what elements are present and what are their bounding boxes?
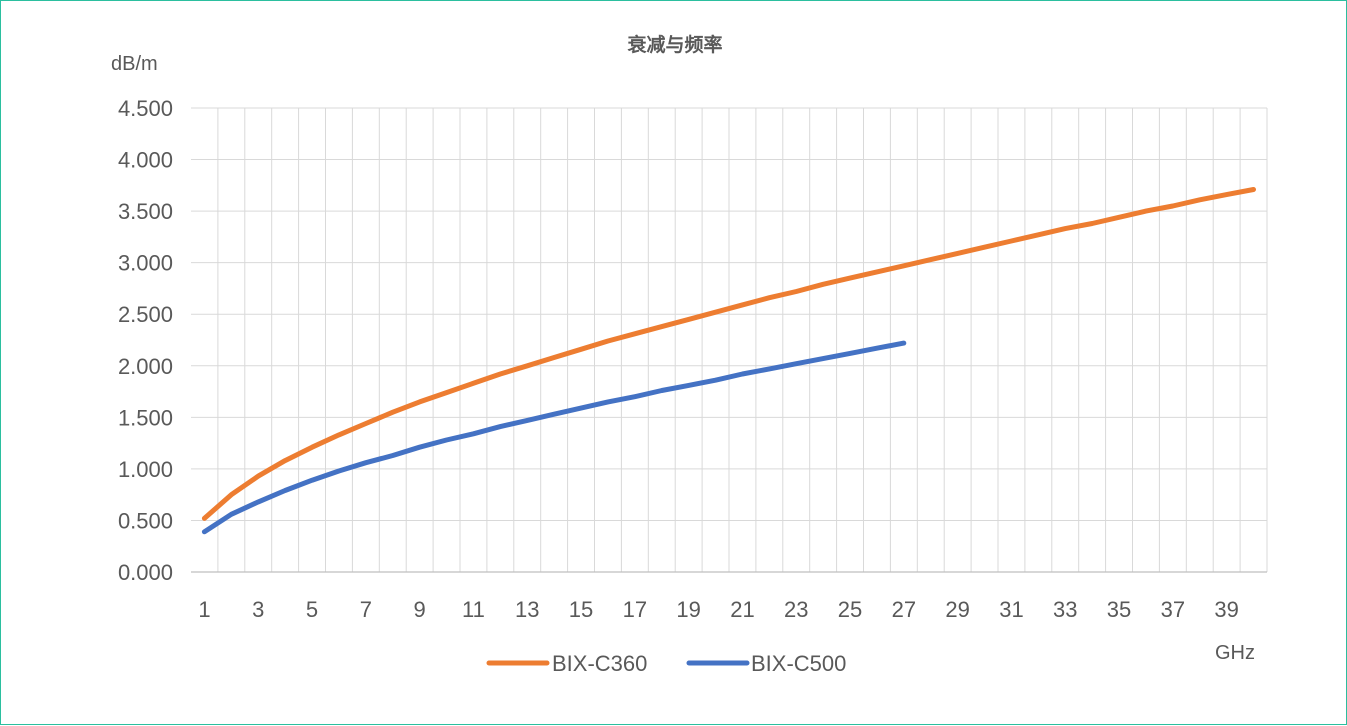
axis-layer: 0.000 0.500 1.000 1.500 2.000 2.500 3.000 3.500…: [118, 96, 1267, 622]
x-tick-label: 11: [462, 597, 485, 622]
y-tick-label: 0.500: [118, 508, 173, 533]
y-axis-unit-label: dB/m: [111, 53, 158, 75]
x-tick-label: 23: [784, 597, 808, 622]
y-tick-label: 3.500: [118, 199, 173, 224]
x-tick-label: 35: [1107, 597, 1131, 622]
x-tick-label: 9: [414, 597, 426, 622]
x-tick-label: 31: [999, 597, 1023, 622]
grid-layer: [191, 108, 1267, 572]
x-tick-label: 13: [515, 597, 539, 622]
x-tick-label: 1: [198, 597, 210, 622]
x-tick-label: 17: [623, 597, 647, 622]
x-axis-unit-label: GHz: [1215, 642, 1255, 664]
x-tick-label: 15: [569, 597, 593, 622]
x-tick-label: 25: [838, 597, 862, 622]
x-tick-label: 27: [892, 597, 916, 622]
series-line-bix-c500: [204, 343, 903, 532]
x-tick-label: 33: [1053, 597, 1077, 622]
x-tick-label: 21: [730, 597, 754, 622]
legend: BIX-C360 BIX-C500: [489, 651, 846, 676]
x-tick-label: 37: [1161, 597, 1185, 622]
y-tick-label: 0.000: [118, 560, 173, 585]
legend-label: BIX-C360: [552, 651, 647, 676]
y-tick-label: 1.000: [118, 457, 173, 482]
legend-label: BIX-C500: [751, 651, 846, 676]
y-tick-label: 2.000: [118, 354, 173, 379]
x-tick-label: 39: [1214, 597, 1238, 622]
y-tick-label: 2.500: [118, 302, 173, 327]
y-tick-label: 4.000: [118, 148, 173, 173]
y-tick-label: 3.000: [118, 251, 173, 276]
y-tick-label: 1.500: [118, 405, 173, 430]
x-tick-label: 29: [945, 597, 969, 622]
chart-title: 衰减与频率: [626, 33, 722, 56]
y-tick-label: 4.500: [118, 96, 173, 121]
x-tick-label: 5: [306, 597, 318, 622]
x-tick-label: 19: [676, 597, 700, 622]
x-tick-label: 7: [360, 597, 372, 622]
x-tick-label: 3: [252, 597, 264, 622]
